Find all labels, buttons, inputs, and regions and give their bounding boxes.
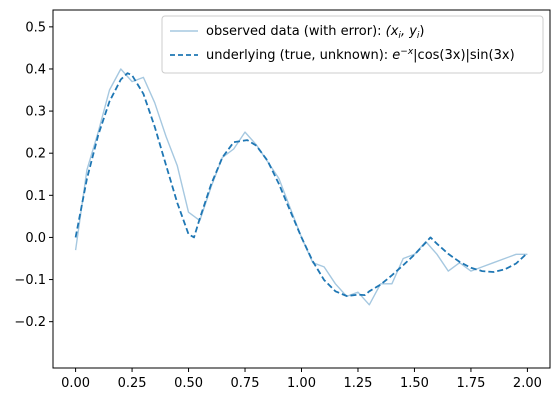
- legend: observed data (with error): (xi, yi) und…: [161, 15, 544, 74]
- y-tick-label: 0.2: [25, 147, 46, 162]
- legend-observed-sub-2: i: [417, 31, 420, 41]
- legend-underlying-exp-base: e: [392, 48, 400, 63]
- legend-observed-math: (x: [386, 24, 399, 39]
- y-tick-label: 0.1: [25, 189, 46, 204]
- y-tick-label: −0.2: [14, 315, 46, 330]
- x-tick-label: 1.75: [456, 376, 485, 391]
- x-tick-label: 0.00: [61, 376, 90, 391]
- legend-observed-sub-1: i: [398, 31, 401, 41]
- underlying-series-line: [74, 72, 529, 297]
- y-tick-label: 0.5: [25, 20, 46, 35]
- x-tick-label: 1.50: [400, 376, 429, 391]
- x-tick-label: 0.75: [231, 376, 260, 391]
- legend-box: [161, 15, 544, 74]
- y-tick-label: 0.3: [25, 105, 46, 120]
- legend-observed-text: observed data (with error):: [206, 24, 386, 39]
- x-tick-label: 1.00: [287, 376, 316, 391]
- x-axis: 0.00 0.25 0.50 0.75 1.00 1.25 1.50 1.75 2.00: [61, 368, 542, 391]
- x-tick-label: 1.25: [344, 376, 373, 391]
- x-tick-label: 0.50: [174, 376, 203, 391]
- y-tick-label: 0.4: [25, 62, 46, 77]
- legend-observed-math-mid: , y: [401, 24, 417, 39]
- x-tick-label: 2.00: [513, 376, 542, 391]
- legend-observed-math-end: ): [419, 24, 424, 39]
- legend-underlying-exp-sup: −x: [400, 47, 414, 57]
- legend-observed-label: observed data (with error): (xi, yi): [206, 24, 425, 41]
- plot-area: [74, 68, 529, 306]
- y-tick-label: 0.0: [25, 231, 46, 246]
- legend-underlying-label: underlying (true, unknown): e−x|cos(3x)|…: [206, 47, 515, 63]
- y-tick-label: −0.1: [14, 273, 46, 288]
- y-axis: −0.2 −0.1 0.0 0.1 0.2 0.3 0.4 0.5: [14, 20, 53, 330]
- legend-underlying-text: underlying (true, unknown):: [206, 48, 392, 63]
- x-tick-label: 0.25: [118, 376, 147, 391]
- legend-underlying-rest: |cos(3x)|sin(3x): [413, 48, 514, 63]
